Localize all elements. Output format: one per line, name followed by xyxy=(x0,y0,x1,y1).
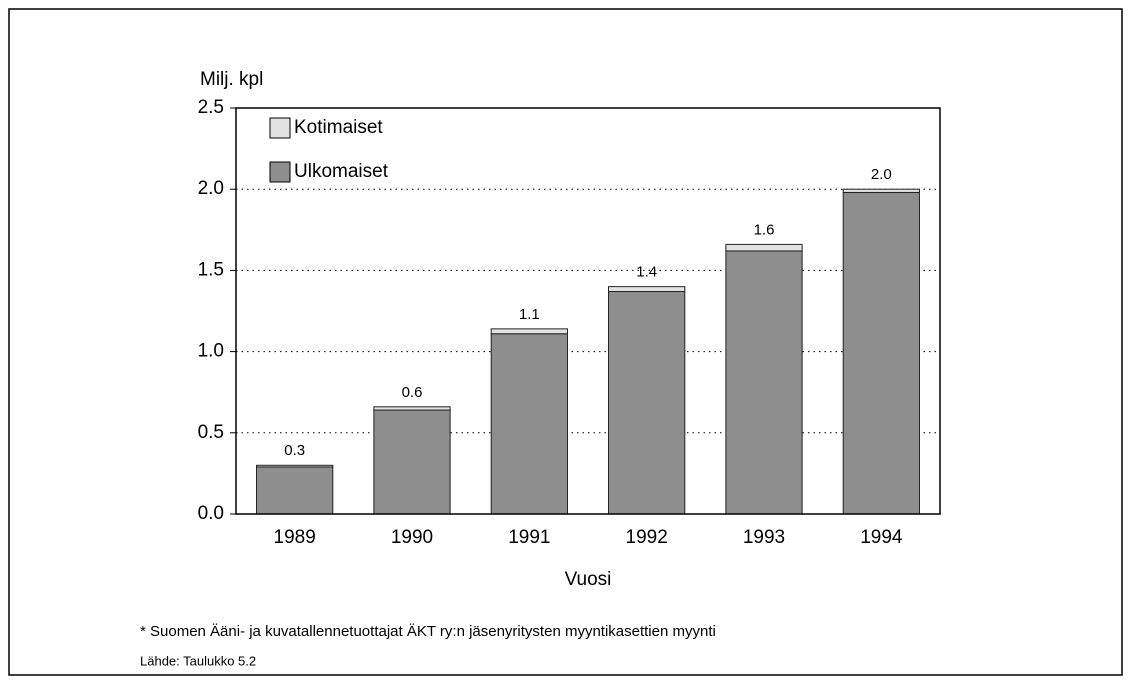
legend-swatch xyxy=(269,117,291,139)
x-tick-label: 1991 xyxy=(508,527,550,548)
y-tick-label: 2.0 xyxy=(198,178,224,199)
x-tick-label: 1992 xyxy=(626,527,668,548)
plot-frame xyxy=(235,107,941,515)
x-tick-label: 1993 xyxy=(743,527,785,548)
y-tick-label: 0.5 xyxy=(198,422,224,443)
y-tick-label: 0.0 xyxy=(198,503,224,524)
x-tick-label: 1994 xyxy=(860,527,903,548)
total-label: 0.3 xyxy=(284,442,305,459)
x-tick-label: 1990 xyxy=(391,527,433,548)
x-tick-label: 1989 xyxy=(274,527,316,548)
y-tick-label: 1.5 xyxy=(198,259,224,280)
bar-segment xyxy=(256,466,334,515)
total-label: 1.1 xyxy=(519,306,540,323)
bar-segment xyxy=(608,291,686,515)
total-label: 1.6 xyxy=(754,221,775,238)
bar-segment xyxy=(490,333,568,515)
bar-segment xyxy=(490,328,568,335)
source: Lähde: Taulukko 5.2 xyxy=(140,653,256,668)
bar-segment xyxy=(608,286,686,293)
total-label: 0.6 xyxy=(402,384,423,401)
bar-segment xyxy=(842,188,920,193)
bar-segment xyxy=(373,409,451,515)
bar-segment xyxy=(256,464,334,468)
bar-segment xyxy=(725,250,803,515)
y-axis-label: Milj. kpl xyxy=(200,69,263,90)
legend-label: Kotimaiset xyxy=(294,117,383,138)
x-axis-label: Vuosi xyxy=(565,569,612,590)
y-tick-label: 2.5 xyxy=(198,97,224,118)
legend-label: Ulkomaiset xyxy=(294,161,389,182)
bar-segment xyxy=(373,406,451,411)
footnote: * Suomen Ääni- ja kuvatallennetuottajat … xyxy=(140,623,716,640)
frame xyxy=(8,8,1123,676)
y-tick-label: 1.0 xyxy=(198,341,224,362)
bar-segment xyxy=(842,191,920,515)
total-label: 1.4 xyxy=(636,264,657,281)
total-label: 2.0 xyxy=(871,166,892,183)
bar-segment xyxy=(725,243,803,252)
legend-swatch xyxy=(269,161,291,183)
